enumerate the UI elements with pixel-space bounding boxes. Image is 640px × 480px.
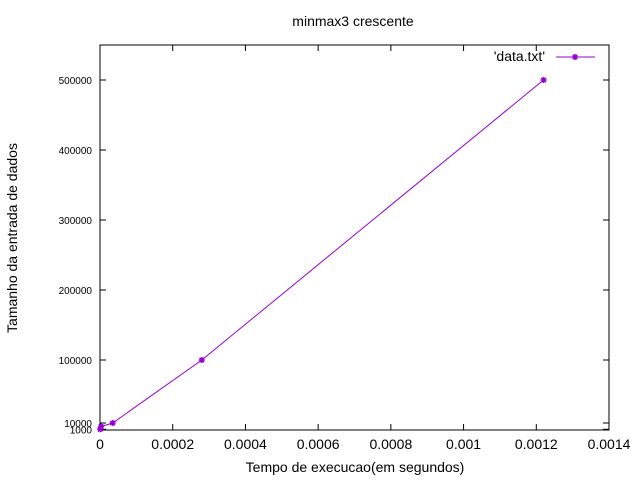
- chart-title: minmax3 crescente: [292, 13, 414, 29]
- x-tick-label: 0.0014: [588, 436, 631, 452]
- plot-frame: [99, 44, 610, 431]
- legend: 'data.txt': [494, 48, 595, 64]
- y-tick-label: 400000: [59, 146, 93, 157]
- x-axis-label: Tempo de execucao(em segundos): [246, 459, 465, 475]
- y-tick-label: 500000: [59, 76, 93, 87]
- series-layer: [97, 77, 547, 433]
- y-tick-label: 10000: [64, 419, 92, 430]
- legend-star-icon: [572, 54, 578, 60]
- y-tick-label: 100000: [59, 356, 93, 367]
- data-point: [98, 423, 105, 430]
- data-point: [97, 426, 104, 433]
- data-point: [109, 420, 116, 426]
- x-tick-label: 0.0004: [224, 436, 267, 452]
- data-point: [198, 357, 205, 363]
- x-tick-label: 0.0008: [369, 436, 412, 452]
- x-tick-label: 0.0002: [151, 436, 194, 452]
- y-tick-label: 200000: [59, 286, 93, 297]
- x-tick-label: 0.0012: [515, 436, 558, 452]
- legend-marker: [572, 54, 578, 60]
- y-tick-label: 1000: [70, 425, 93, 436]
- x-tick-label: 0.001: [446, 436, 481, 452]
- series-line: [99, 79, 544, 430]
- legend-label: 'data.txt': [494, 48, 545, 64]
- data-point: [540, 77, 547, 83]
- x-tick-label: 0.0006: [297, 436, 340, 452]
- y-tick-label: 300000: [59, 216, 93, 227]
- y-axis-label: Tamanho da entrada de dados: [4, 143, 20, 333]
- x-tick-label: 0: [96, 436, 104, 452]
- x-axis: 0 0.0002 0.0004 0.0006 0.0008 0.001 0.0012 0.00…: [96, 45, 631, 452]
